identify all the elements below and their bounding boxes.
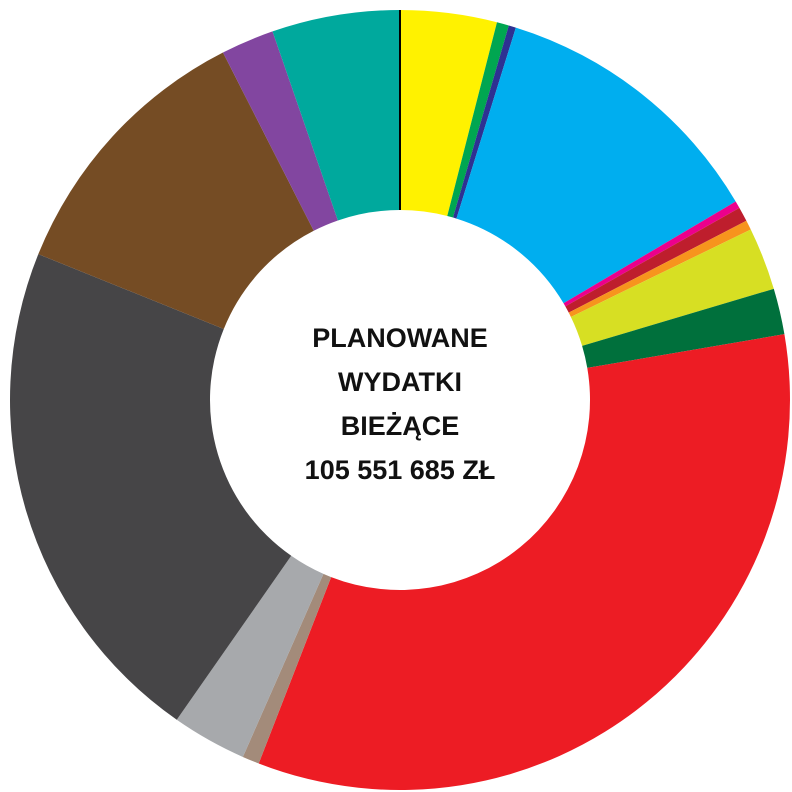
slice: [258, 334, 790, 791]
slice: [10, 254, 292, 720]
center-text: 105 551 685 ZŁ: [305, 455, 496, 485]
slice: [447, 22, 509, 218]
center-text: WYDATKI: [338, 367, 462, 397]
slices: [10, 10, 790, 791]
slice: [568, 220, 751, 317]
slice: [453, 25, 516, 219]
slice: [400, 10, 497, 216]
center-text: BIEŻĄCE: [341, 411, 460, 441]
slice: [222, 31, 338, 231]
slice: [242, 573, 332, 764]
slice: [38, 52, 314, 329]
slice: [565, 207, 747, 313]
slice: [563, 201, 740, 307]
slice: [570, 229, 774, 346]
slice: [456, 27, 736, 304]
slice: [176, 555, 324, 757]
center-text: PLANOWANE: [312, 323, 488, 353]
slice: [272, 10, 400, 221]
slice: [582, 288, 785, 368]
